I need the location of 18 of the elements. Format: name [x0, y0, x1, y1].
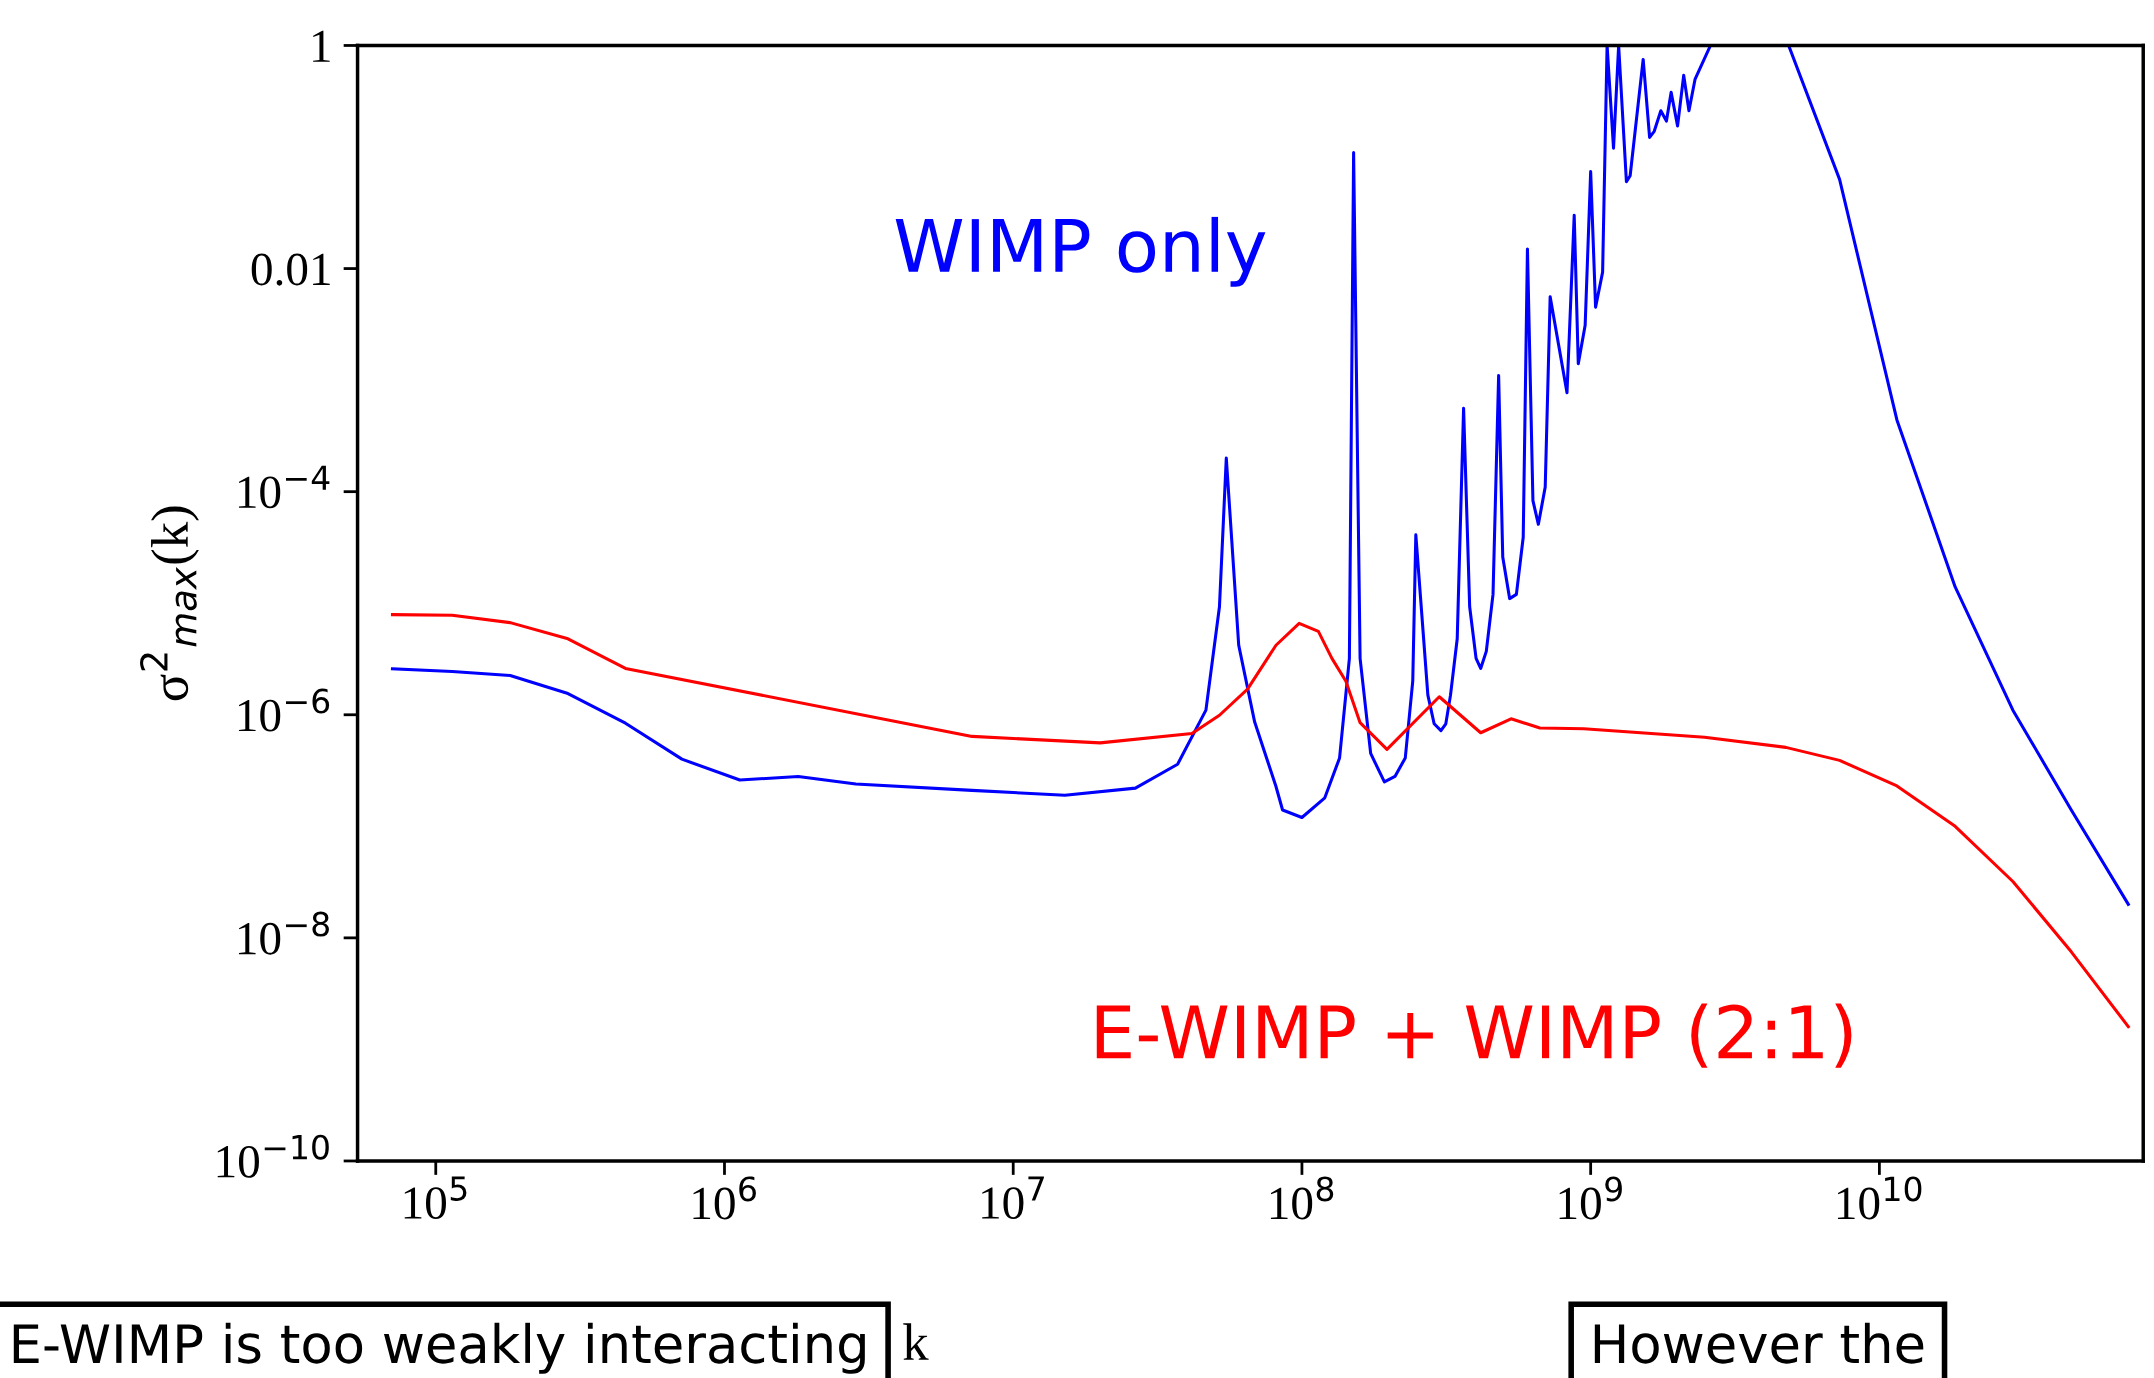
x-tick-label: 10$^{8}$: [1270, 1176, 1334, 1220]
y-tick-label: 10$^{−4}$: [238, 465, 330, 509]
y-tick-label: 1: [313, 30, 330, 62]
text: However the: [1594, 1322, 1924, 1364]
x-tick-label: 10$^{10}$: [1837, 1176, 1922, 1220]
x-tick-label: 10$^{5}$: [404, 1176, 467, 1220]
y-axis-title: σ$^{2}$$_{max}$(k): [140, 506, 199, 701]
y-tick-label: 0.01: [251, 253, 330, 286]
series-label: WIMP only: [895, 216, 1266, 287]
x-tick-label: 10$^{9}$: [1559, 1176, 1622, 1220]
x-axis-title: k: [903, 1323, 929, 1360]
text: E-WIMP is too weakly interacting: [13, 1322, 865, 1374]
y-tick-label: 10$^{−6}$: [238, 688, 330, 732]
y-tick-label: 10$^{−8}$: [238, 911, 329, 955]
x-tick-label: 10$^{7}$: [982, 1176, 1044, 1220]
y-tick-label: 10$^{−10}$: [217, 1134, 329, 1178]
x-tick-label: 10$^{6}$: [693, 1176, 756, 1220]
text: E-WIMP + WIMP (2:1): [1096, 1003, 1852, 1068]
